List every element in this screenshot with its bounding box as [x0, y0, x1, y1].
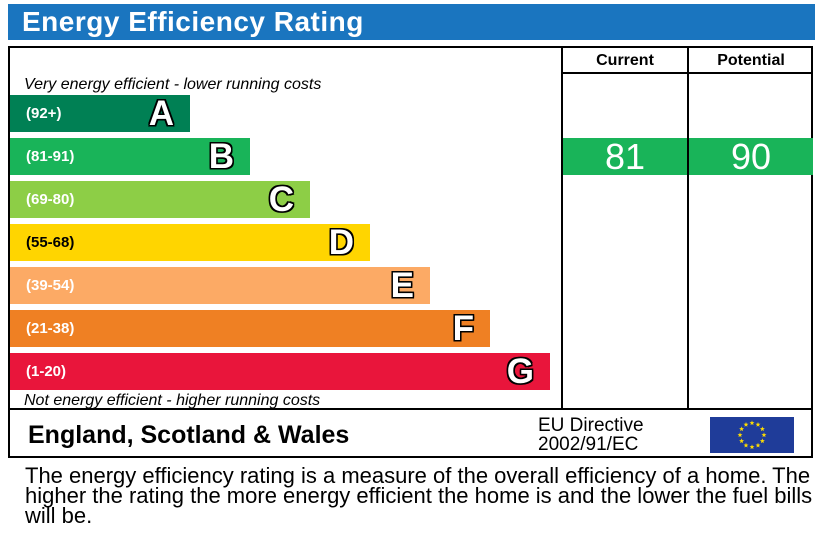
band-range-label: (81-91) [26, 148, 75, 165]
chart-frame [8, 46, 813, 410]
potential-column-header: Potential [717, 52, 785, 69]
band-range-label: (1-20) [26, 363, 67, 380]
eu-flag-icon [710, 417, 794, 453]
potential-rating-value: 90 [730, 136, 772, 177]
band-letter: E [390, 266, 414, 305]
eu-star [755, 422, 761, 427]
band-range-label: (21-38) [26, 320, 75, 337]
eu-star [737, 432, 743, 438]
current-column-header: Current [596, 52, 654, 69]
band-letter: G [506, 352, 534, 391]
rating-band-b: (81-91) B [10, 137, 250, 176]
eu-directive: EU Directive 2002/91/EC [538, 416, 644, 454]
current-rating-score: 81 [563, 138, 687, 175]
current-rating-value: 81 [604, 136, 646, 177]
directive-line-1: EU Directive [538, 415, 644, 436]
band-letter: A [148, 94, 174, 133]
rating-band-c: (69-80) C [10, 180, 310, 219]
eu-star [759, 438, 765, 444]
rating-band-d: (55-68) D [10, 223, 370, 262]
chart-title: Energy Efficiency Rating [22, 6, 364, 37]
band-letter: F [452, 309, 474, 348]
band-range-label: (92+) [26, 105, 62, 122]
band-letter: C [268, 180, 294, 219]
footer-box [8, 410, 813, 458]
eu-star [761, 432, 767, 438]
header-divider [563, 72, 813, 74]
rating-band-a: (92+) A [10, 94, 190, 133]
top-note: Very energy efficient - lower running co… [24, 76, 322, 93]
band-range-label: (55-68) [26, 234, 75, 251]
band-letter: D [328, 223, 354, 262]
eu-star [743, 422, 749, 427]
band-range-label: (39-54) [26, 277, 75, 294]
directive-line-2: 2002/91/EC [538, 434, 639, 455]
eu-star [739, 438, 745, 444]
description-text: The energy efficiency rating is a measur… [25, 463, 813, 528]
band-letter: B [208, 137, 234, 176]
eu-star [755, 442, 761, 448]
band-range-label: (69-80) [26, 191, 75, 208]
rating-band-e: (39-54) E [10, 266, 430, 305]
potential-rating-score: 90 [689, 138, 813, 175]
region-label: England, Scotland & Wales [28, 421, 350, 449]
eu-star [749, 444, 755, 450]
column-divider [687, 46, 689, 410]
rating-band-g: (1-20) G [10, 352, 550, 391]
eu-star [759, 426, 765, 432]
rating-band-f: (21-38) F [10, 309, 490, 348]
eu-star [739, 426, 745, 432]
bottom-note: Not energy efficient - higher running co… [24, 392, 321, 409]
eu-star [749, 420, 755, 426]
eu-star [743, 442, 749, 448]
title-bar: Energy Efficiency Rating [8, 4, 815, 40]
column-divider [561, 46, 563, 410]
